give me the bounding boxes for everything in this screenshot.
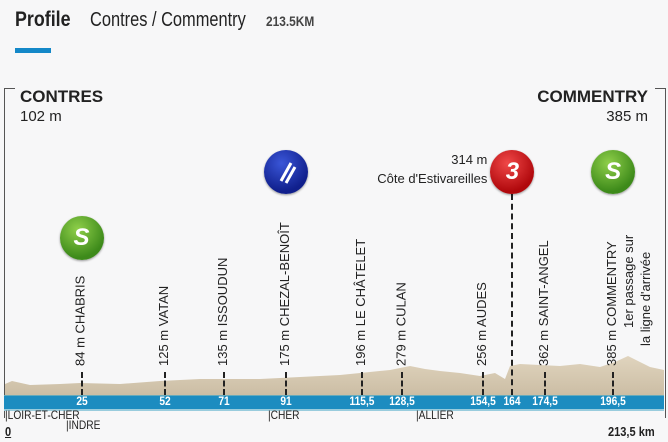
- waypoint-label: 256 m AUDES: [473, 282, 489, 366]
- waypoint-label: 125 m VATAN: [156, 285, 172, 366]
- climb-name: Côte d'Estivareilles: [377, 171, 488, 186]
- sprint-icon: S: [59, 216, 104, 260]
- department-label: |LOIR-ET-CHER: [5, 408, 80, 422]
- waypoint-note: 1er passage sur: [621, 234, 637, 328]
- waypoint-label: 175 m CHEZAL-BENOÎT: [277, 222, 293, 366]
- route: Contres / Commentry: [90, 9, 247, 31]
- waypoint-line: [543, 372, 546, 395]
- waypoint-note: la ligne d'arrivée: [638, 251, 654, 346]
- distance: 213.5KM: [266, 13, 315, 29]
- waypoint-line: [164, 372, 167, 395]
- department-label: |CHER: [267, 408, 300, 422]
- department-label: |INDRE: [66, 418, 101, 432]
- waypoint-label: 385 m COMMENTRY: [604, 241, 620, 366]
- km-tick-label: 128,5: [389, 394, 416, 408]
- waypoint-label: 84 m CHABRIS: [72, 275, 88, 366]
- climb-info: 314 m Côte d'Estivareilles: [352, 150, 487, 188]
- page-title: Profile: [15, 8, 71, 31]
- sprint-icon: S: [591, 150, 636, 194]
- finish-altitude: 385 m: [606, 108, 648, 125]
- waypoint-line: [361, 372, 364, 395]
- km-tick-label: 154,5: [470, 394, 496, 408]
- waypoint-line: [511, 194, 514, 395]
- km-tick-label: 115,5: [349, 394, 375, 408]
- km-tick-label: 25: [75, 394, 88, 408]
- km-tick-label: 52: [159, 394, 171, 408]
- km-tick-label: 91: [280, 394, 292, 408]
- start-km: 0: [5, 424, 12, 439]
- waypoint-label: 196 m LE CHÂTELET: [353, 238, 369, 366]
- km-band: [4, 395, 664, 411]
- waypoint-label: 362 m SAINT-ANGEL: [535, 240, 551, 366]
- waypoint-label: 279 m CULAN: [393, 282, 409, 366]
- finish-km: 213,5 km: [608, 424, 655, 439]
- waypoint-line: [401, 372, 404, 395]
- terrain-area: [5, 356, 664, 396]
- waypoint-line: [80, 372, 83, 395]
- km-tick-label: 196,5: [600, 394, 626, 408]
- feed-zone-icon: [264, 150, 309, 194]
- start-city: CONTRES: [20, 87, 104, 106]
- waypoint-line: [612, 372, 615, 395]
- header: Profile Contres / Commentry 213.5KM: [15, 8, 323, 32]
- climb-altitude: 314 m: [451, 152, 488, 167]
- km-tick-label: 164: [503, 394, 521, 408]
- km-tick-label: 174,5: [532, 394, 558, 408]
- waypoint-label: 135 m ISSOUDUN: [215, 257, 231, 366]
- waypoint-line: [285, 372, 288, 395]
- cutlery-icon: [279, 162, 297, 184]
- start-altitude: 102 m: [20, 108, 62, 125]
- waypoint-line: [223, 372, 226, 395]
- department-label: |ALLIER: [416, 408, 455, 422]
- waypoint-line: [481, 372, 484, 395]
- km-tick-label: 71: [218, 394, 230, 408]
- tab-underline: [15, 48, 51, 53]
- finish-city: COMMENTRY: [537, 87, 648, 106]
- climb-category-icon: 3: [490, 150, 535, 194]
- profile-frame: [4, 88, 666, 418]
